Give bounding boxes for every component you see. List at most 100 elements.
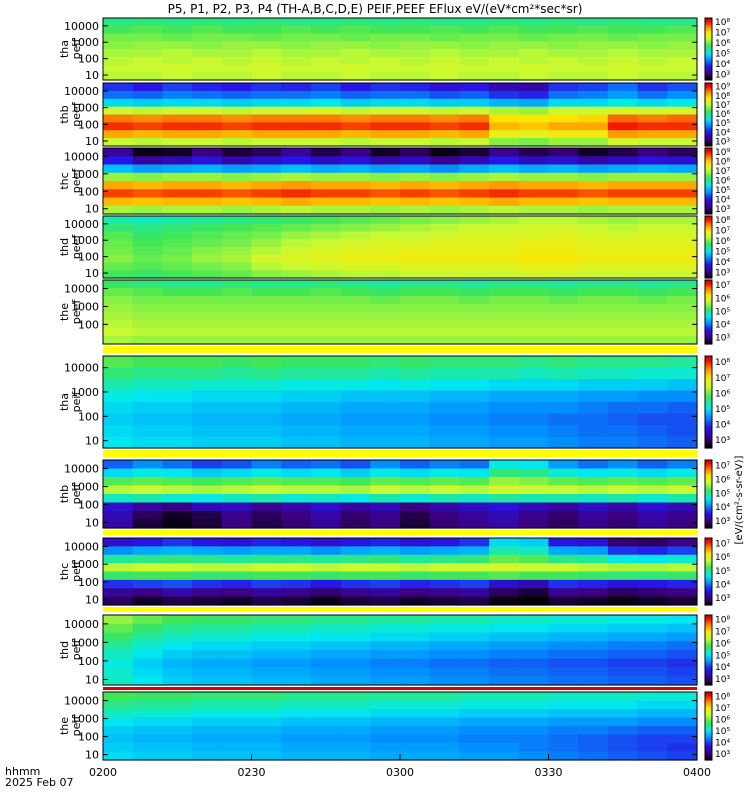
colorbar-segment	[705, 620, 712, 623]
heatmap-cell	[429, 379, 460, 392]
heatmap-cell	[221, 304, 253, 313]
heatmap-cell	[459, 717, 490, 727]
colorbar-segment	[705, 362, 712, 366]
heatmap-cell	[370, 692, 401, 702]
heatmap-cell	[281, 502, 312, 512]
colorbar-frame	[704, 537, 713, 606]
heatmap-cell	[489, 156, 520, 166]
colorbar-segment	[705, 339, 712, 342]
heatmap-cell	[578, 751, 609, 761]
heatmap-cell	[459, 83, 490, 92]
heatmap-cell	[370, 189, 401, 199]
heatmap-cell	[578, 49, 609, 58]
heatmap-cell	[459, 692, 490, 702]
heatmap-cell	[637, 641, 668, 651]
heatmap-cell	[518, 83, 550, 92]
colorbar-segment	[705, 326, 712, 329]
heatmap-cell	[429, 262, 460, 271]
colorbar-tick-label: 10³	[715, 137, 730, 147]
colorbar-segment	[705, 234, 712, 237]
x-axis-label: hhmm	[5, 765, 40, 778]
heatmap-cell	[310, 98, 342, 108]
heatmap-cell	[667, 114, 698, 123]
heatmap-cell	[548, 189, 579, 199]
heatmap-cell	[192, 623, 223, 634]
heatmap-cell	[132, 288, 163, 297]
heatmap-cell	[251, 615, 282, 625]
colorbar-segment	[705, 521, 712, 524]
y-tick-label: 10000	[64, 20, 99, 33]
panel-label: thb	[58, 485, 71, 503]
colorbar-segment	[705, 253, 712, 256]
heatmap-cell	[162, 436, 193, 449]
heatmap-cell	[667, 90, 698, 100]
heatmap-cell	[310, 632, 342, 642]
heatmap-cell	[400, 130, 431, 139]
heatmap-cell	[578, 197, 609, 207]
heatmap-cell	[221, 148, 253, 157]
heatmap-cell	[281, 596, 312, 606]
heatmap-cell	[578, 189, 609, 199]
heatmap-cell	[429, 254, 460, 264]
heatmap-cell	[132, 205, 163, 215]
heatmap-cell	[429, 288, 460, 297]
heatmap-cell	[607, 623, 639, 634]
heatmap-cell	[340, 254, 371, 264]
y-tick-label: 10000	[64, 218, 99, 231]
heatmap-cell	[429, 436, 460, 449]
heatmap-cell	[132, 511, 163, 521]
y-tick-label: 100	[78, 53, 99, 66]
heatmap-cell	[429, 579, 460, 589]
colorbar-segment	[705, 512, 712, 515]
colorbar-segment	[705, 334, 712, 337]
heatmap-cell	[489, 468, 520, 478]
colorbar-segment	[705, 58, 712, 61]
heatmap-cell	[429, 460, 460, 470]
heatmap-cell	[400, 18, 431, 27]
heatmap-cell	[400, 270, 431, 279]
heatmap-cell	[667, 460, 698, 470]
heatmap-cell	[459, 502, 490, 512]
heatmap-cell	[281, 709, 312, 719]
colorbar-segment	[705, 758, 712, 761]
colorbar-tick-label: 10⁴	[715, 128, 730, 138]
heatmap-cell	[637, 181, 668, 190]
heatmap-cell	[607, 579, 639, 589]
heatmap-cell	[607, 502, 639, 512]
colorbar-segment	[705, 130, 712, 133]
heatmap-cell	[370, 596, 401, 606]
colorbar-segment	[705, 95, 712, 98]
heatmap-cell	[251, 700, 282, 710]
heatmap-cell	[370, 18, 401, 27]
heatmap-cell	[400, 494, 431, 504]
heatmap-cell	[429, 106, 460, 116]
colorbar-segment	[705, 358, 712, 362]
colorbar-segment	[705, 39, 712, 42]
heatmap-cell	[162, 425, 193, 438]
heatmap-cell	[103, 296, 134, 305]
heatmap-cell	[518, 138, 550, 147]
heatmap-cell	[370, 239, 401, 248]
heatmap-cell	[459, 328, 490, 337]
heatmap-cell	[578, 502, 609, 512]
heatmap-cell	[667, 709, 698, 719]
heatmap-cell	[281, 485, 312, 495]
heatmap-cell	[340, 90, 371, 100]
heatmap-cell	[667, 658, 698, 669]
colorbar-segment	[705, 615, 712, 618]
heatmap-cell	[489, 554, 520, 564]
colorbar-tick-label: 10³	[715, 269, 730, 279]
heatmap-cell	[310, 156, 342, 166]
heatmap-cell	[281, 676, 312, 686]
heatmap-cell	[221, 98, 253, 108]
heatmap-cell	[103, 751, 134, 761]
colorbar-segment	[705, 543, 712, 546]
heatmap-cell	[578, 164, 609, 174]
heatmap-cell	[400, 328, 431, 337]
heatmap-cell	[281, 632, 312, 642]
heatmap-cell	[637, 700, 668, 710]
heatmap-cell	[637, 494, 668, 504]
heatmap-cell	[400, 33, 431, 42]
heatmap-cell	[281, 223, 312, 233]
